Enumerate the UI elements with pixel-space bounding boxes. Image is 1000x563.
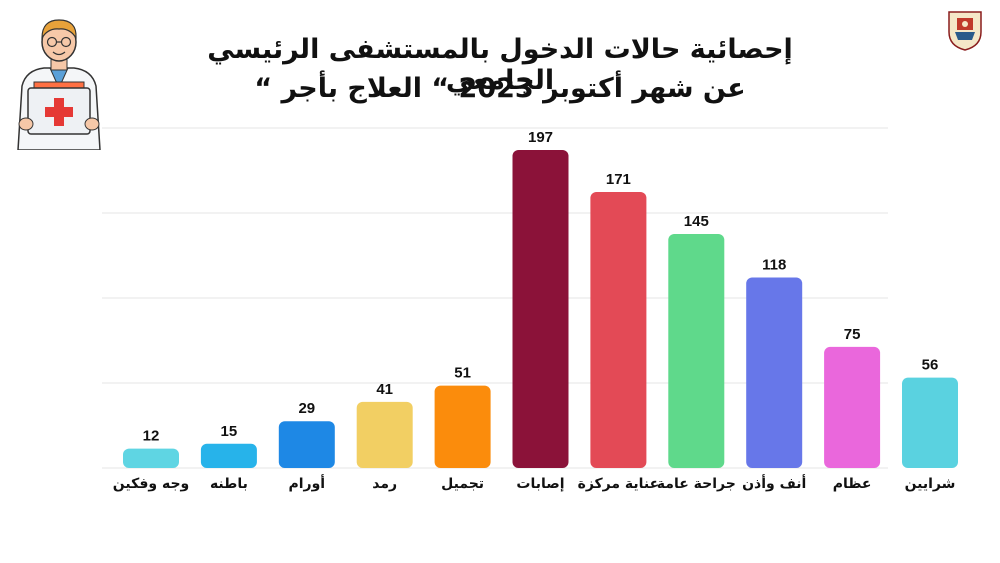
bar (434, 385, 491, 468)
category-label: إصابات (516, 476, 564, 492)
category-label: عظام (833, 476, 872, 492)
bar-value-label: 75 (844, 326, 861, 343)
bars (123, 150, 958, 468)
bar-value-label: 197 (528, 129, 553, 146)
bar-value-label: 12 (143, 428, 160, 445)
category-label: جراحة عامة (657, 476, 736, 492)
chart-title-line-1: إحصائية حالات الدخول بالمستشفى الرئيسي ا… (207, 34, 793, 96)
category-label: تجميل (441, 476, 484, 492)
bar-value-label: 41 (376, 381, 393, 398)
bar-value-label: 29 (298, 400, 315, 417)
bar (512, 150, 569, 468)
category-label: باطنه (210, 476, 248, 492)
category-label: أورام (288, 474, 325, 492)
chart-title-line-2: عن شهر أكتوبر 2023 “ العلاج بأجر “ (254, 73, 746, 104)
category-label: شرايين (905, 476, 956, 492)
bar-value-label: 118 (762, 257, 786, 274)
bar-value-label: 15 (221, 423, 238, 440)
bar (746, 277, 803, 468)
category-labels: وجه وفكين باطنه أورام رمد تجميل إصابات عناية م… (113, 474, 956, 492)
category-label: أنف وأذن (742, 474, 806, 492)
bar (200, 443, 257, 468)
university-logo-icon (948, 11, 982, 51)
category-label: رمد (372, 476, 397, 492)
bar-value-label: 145 (684, 213, 709, 230)
category-label: وجه وفكين (113, 476, 189, 492)
bar (590, 191, 647, 468)
bar (278, 421, 335, 468)
value-labels: 12 15 29 41 51 197 171 145 118 75 56 (143, 129, 939, 445)
bar (902, 377, 958, 468)
bar-value-label: 51 (454, 365, 471, 382)
bar (123, 448, 179, 468)
bar (824, 346, 881, 468)
bar (668, 233, 725, 468)
bar-value-label: 171 (606, 171, 631, 188)
bar (356, 401, 413, 468)
bar-value-label: 56 (922, 357, 939, 374)
category-label: عناية مركزة (578, 476, 660, 492)
doctor-illustration-icon (17, 19, 101, 150)
